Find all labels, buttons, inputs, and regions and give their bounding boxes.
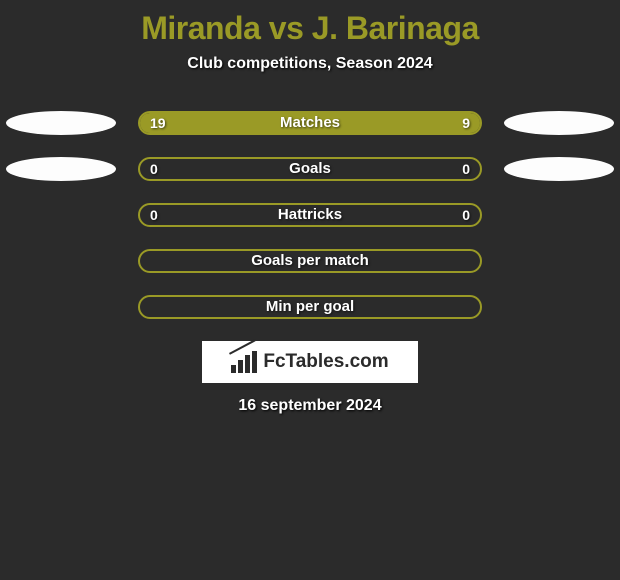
stat-row: Hattricks0 0 [0,203,620,227]
title-vs: vs [269,10,304,46]
title-player-left: Miranda [141,10,260,46]
stat-row: Goals per match [0,249,620,273]
date-label: 16 september 2024 [0,397,620,415]
logo-icon [231,351,257,373]
player-marker-left [6,157,116,181]
stat-bar: Matches19 9 [138,111,482,135]
logo-text: FcTables.com [263,351,388,373]
comparison-card: Miranda vs J. Barinaga Club competitions… [0,0,620,580]
stat-label: Min per goal [140,297,480,317]
stat-label: Goals [140,159,480,179]
stat-label: Hattricks [140,205,480,225]
stat-bar: Min per goal [138,295,482,319]
stat-row: Min per goal [0,295,620,319]
stat-label: Matches [140,113,480,133]
player-marker-right [504,157,614,181]
stat-bar: Goals0 0 [138,157,482,181]
stat-value-right: 9 [462,113,470,133]
player-marker-right [504,111,614,135]
subtitle: Club competitions, Season 2024 [0,55,620,73]
page-title: Miranda vs J. Barinaga [0,0,620,47]
stat-value-right: 0 [462,205,470,225]
stat-value-left: 19 [150,113,166,133]
stat-rows: Matches199Goals00Hattricks00Goals per ma… [0,111,620,319]
stat-value-right: 0 [462,159,470,179]
stat-bar: Hattricks0 0 [138,203,482,227]
player-marker-left [6,111,116,135]
stat-row: Matches19 9 [0,111,620,135]
stat-row: Goals0 0 [0,157,620,181]
stat-value-left: 0 [150,159,158,179]
stat-label: Goals per match [140,251,480,271]
stat-value-left: 0 [150,205,158,225]
title-player-right: J. Barinaga [312,10,479,46]
stat-bar: Goals per match [138,249,482,273]
logo-box: FcTables.com [202,341,418,383]
